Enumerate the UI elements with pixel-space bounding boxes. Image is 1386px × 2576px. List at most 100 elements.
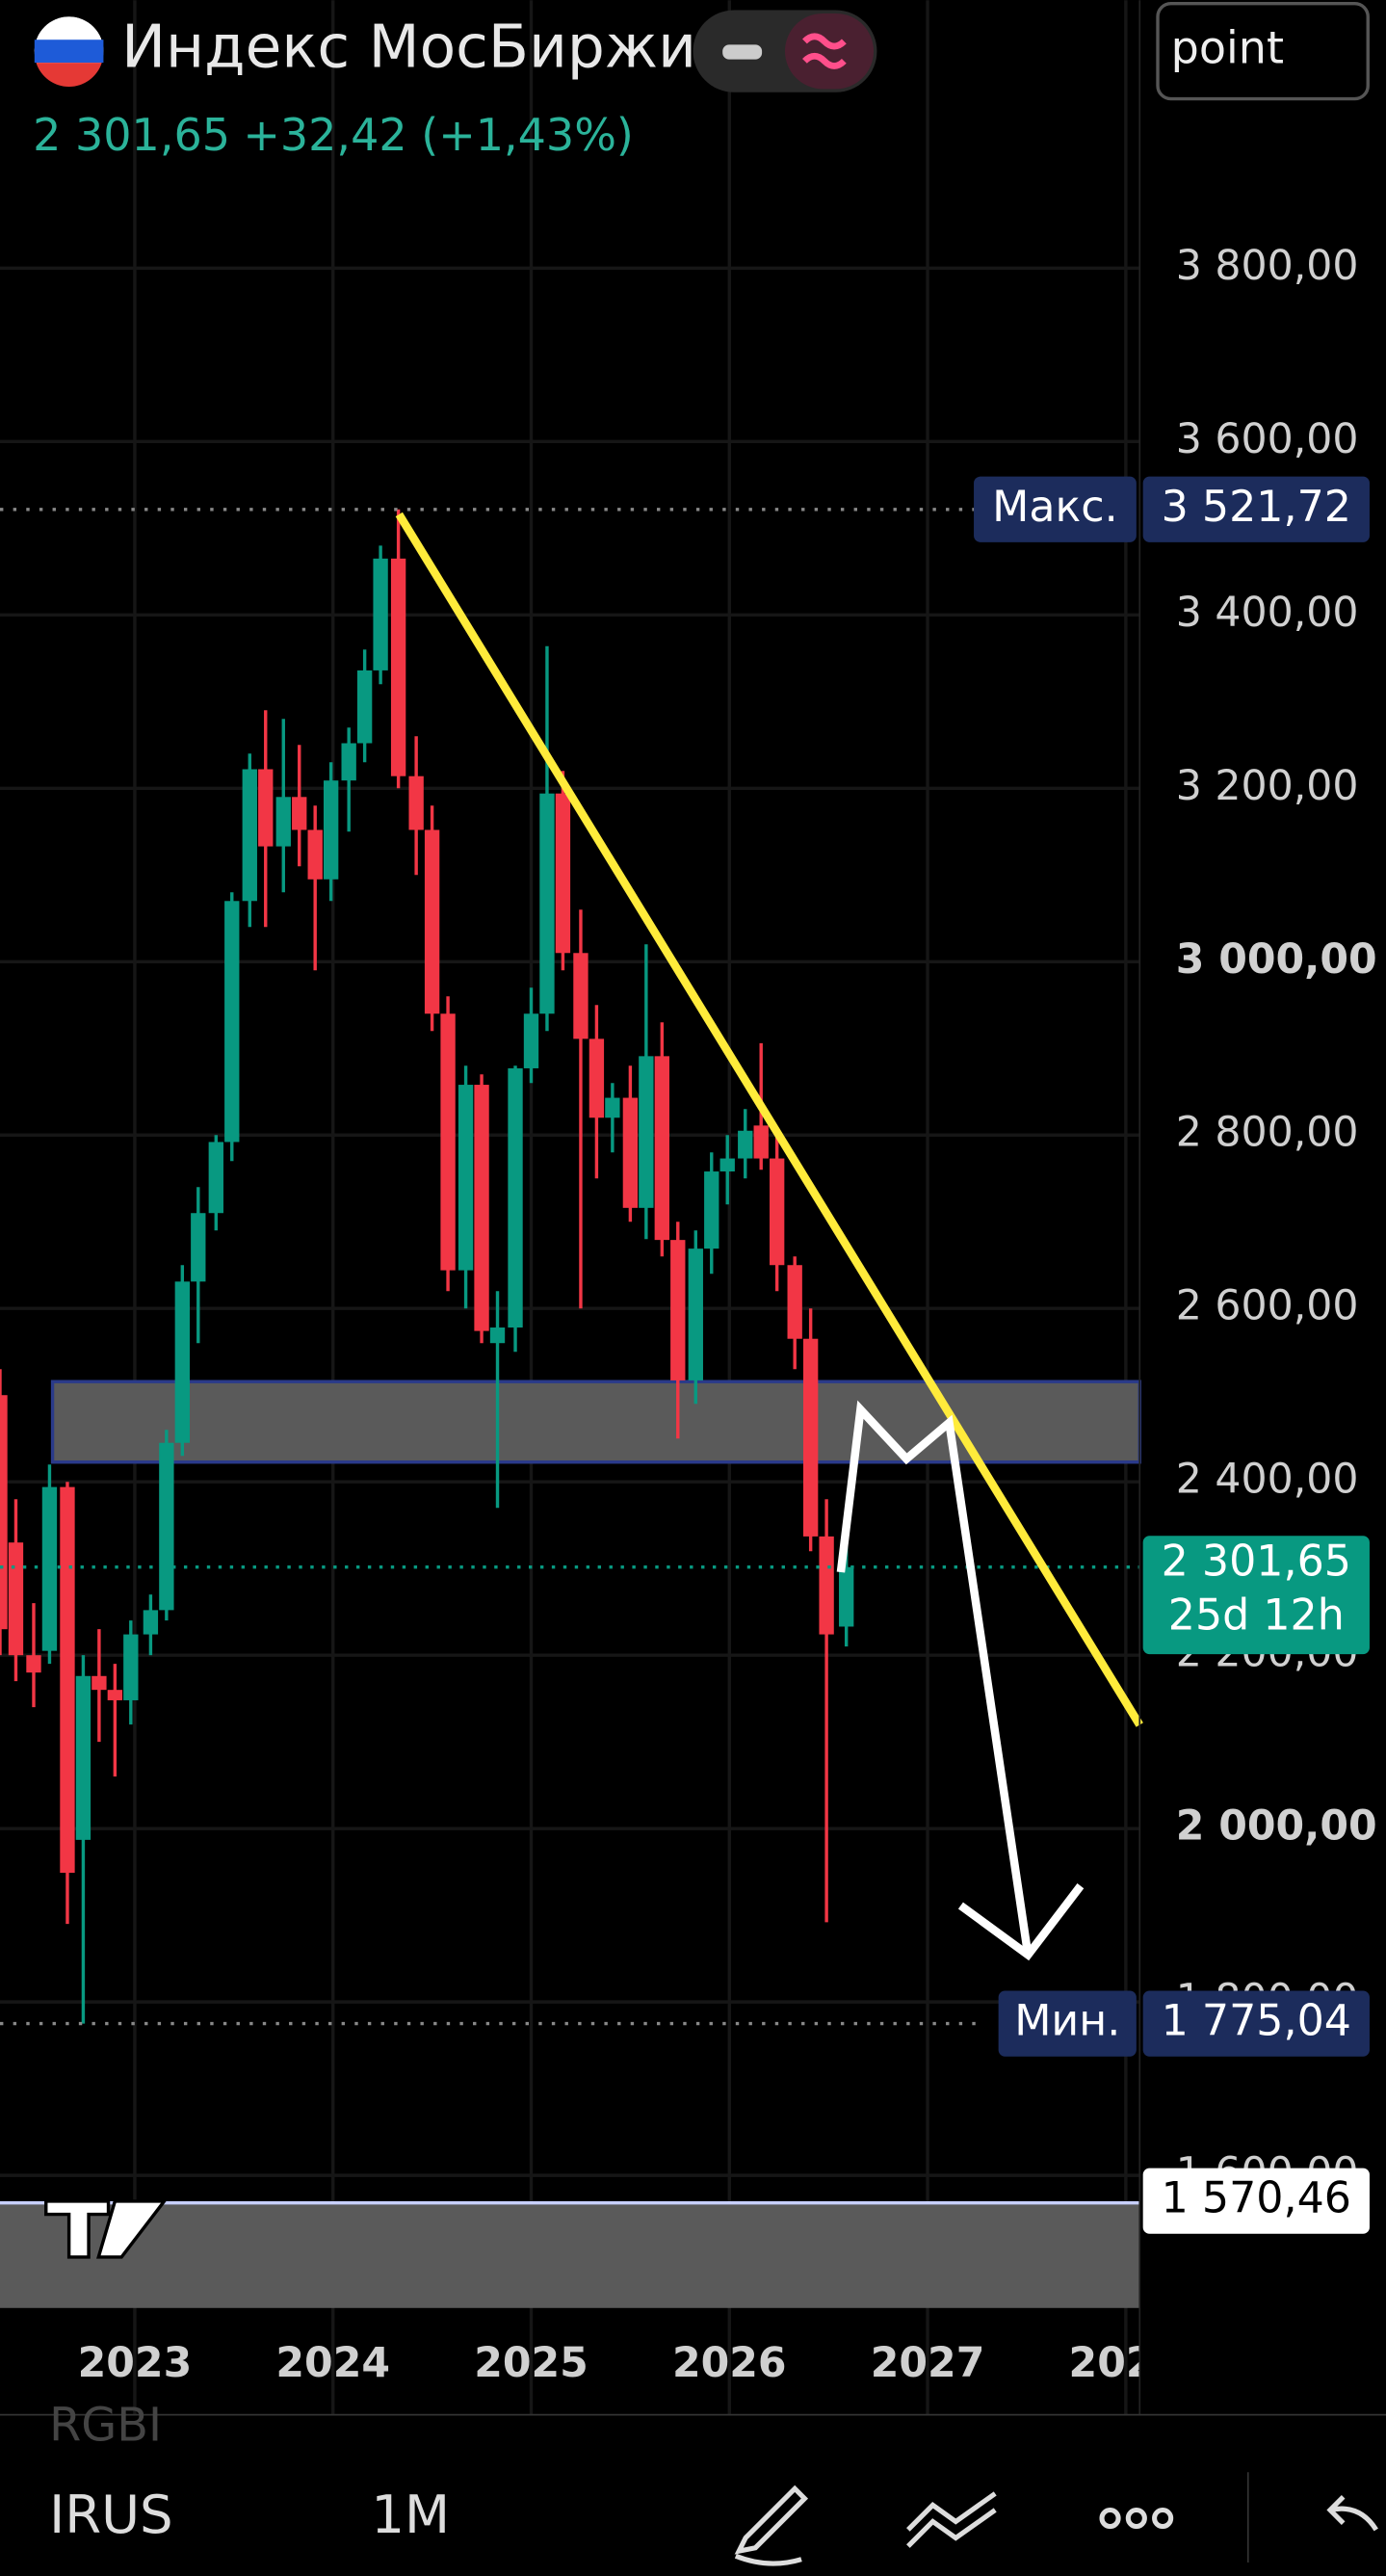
zone bbox=[50, 1380, 1141, 1464]
price: 2 301,65 bbox=[33, 109, 230, 161]
candle-body bbox=[738, 1130, 753, 1159]
candle-body bbox=[242, 769, 257, 902]
flag-stripe bbox=[36, 63, 102, 87]
toggle-icon bbox=[802, 33, 847, 69]
candle-body bbox=[323, 780, 339, 880]
candle-body bbox=[123, 1634, 139, 1700]
candle-body bbox=[704, 1171, 719, 1249]
draw-icon[interactable] bbox=[734, 2484, 809, 2566]
indicator-badge-value: 1 570,46 bbox=[1162, 2174, 1351, 2223]
candle-body bbox=[143, 1610, 159, 1635]
arrow-head bbox=[957, 1883, 1085, 1961]
more-icon[interactable] bbox=[1099, 2507, 1174, 2530]
badge-label: Мин. bbox=[1014, 1997, 1120, 2046]
badge bbox=[974, 476, 1137, 542]
candle-body bbox=[474, 1085, 489, 1331]
candle-body bbox=[292, 797, 307, 830]
candle-body bbox=[224, 901, 240, 1143]
y-tick-label: 2 400,00 bbox=[1176, 1456, 1359, 1504]
candle-body bbox=[26, 1655, 41, 1673]
candle-body bbox=[458, 1085, 474, 1271]
price-change: +32,42 (+1,43%) bbox=[243, 109, 634, 161]
candle-body bbox=[356, 670, 373, 744]
y-tick-label: 3 200,00 bbox=[1176, 762, 1359, 810]
candle-body bbox=[539, 793, 555, 1014]
tool-label: point bbox=[1171, 22, 1284, 74]
candle-body bbox=[0, 1395, 8, 1630]
badge-value: 3 521,72 bbox=[1162, 483, 1351, 532]
back-icon[interactable] bbox=[1326, 2495, 1378, 2532]
candle-body bbox=[622, 1097, 639, 1208]
indicator-name: RGBI bbox=[49, 2399, 162, 2452]
candle-body bbox=[573, 953, 588, 1039]
candle-body bbox=[440, 1013, 456, 1271]
tool-box[interactable] bbox=[1156, 2, 1370, 101]
candle-body bbox=[588, 1038, 605, 1118]
indicator-badge bbox=[1142, 2168, 1370, 2234]
candle-body bbox=[489, 1327, 506, 1344]
badges: Макс. 3 521,72 Мин. 1 775,04 2 301,65 25d 12h… bbox=[974, 476, 1370, 2234]
candle-body bbox=[307, 829, 323, 880]
candle-body bbox=[819, 1536, 834, 1635]
candle-body bbox=[753, 1125, 769, 1159]
badge bbox=[1142, 1990, 1370, 2057]
badge bbox=[1142, 476, 1370, 542]
candle-body bbox=[639, 1056, 654, 1208]
candle-body bbox=[341, 743, 356, 781]
candle-body bbox=[670, 1240, 686, 1380]
price-badge bbox=[1142, 1536, 1370, 1655]
badge bbox=[998, 1990, 1137, 2057]
x-tick-label: 2026 bbox=[672, 2339, 787, 2387]
candle-body bbox=[424, 829, 440, 1014]
toggle-active[interactable] bbox=[784, 13, 875, 90]
candle-body bbox=[408, 775, 424, 830]
price-badge-countdown: 25d 12h bbox=[1168, 1591, 1345, 1641]
y-tick-label: 3 600,00 bbox=[1176, 415, 1359, 463]
y-tick-label: 3 000,00 bbox=[1176, 935, 1377, 984]
candle-body bbox=[174, 1281, 190, 1443]
x-tick-label: 2025 bbox=[474, 2339, 588, 2387]
badge-value: 1 775,04 bbox=[1162, 1997, 1351, 2046]
candle-body bbox=[688, 1249, 703, 1380]
candle-body bbox=[107, 1690, 123, 1700]
logo bbox=[44, 2199, 168, 2259]
candle-body bbox=[258, 769, 274, 847]
candle-body bbox=[8, 1542, 24, 1656]
x-tick-label: 2024 bbox=[275, 2339, 390, 2387]
y-tick-label: 2 800,00 bbox=[1176, 1109, 1359, 1157]
candle-body bbox=[275, 797, 291, 847]
x-tick-label: 2027 bbox=[871, 2339, 985, 2387]
candle-body bbox=[191, 1213, 206, 1282]
candle-body bbox=[508, 1067, 523, 1328]
indicator-pane bbox=[0, 2202, 1140, 2308]
y-tick-label: 3 800,00 bbox=[1176, 242, 1359, 290]
candle-body bbox=[769, 1158, 785, 1266]
candle-body bbox=[787, 1265, 802, 1339]
symbol[interactable]: IRUS bbox=[49, 2484, 173, 2545]
x-tick-label: 2028 bbox=[1069, 2339, 1184, 2387]
candle-body bbox=[41, 1486, 58, 1651]
candle-body bbox=[208, 1142, 223, 1214]
candle-body bbox=[92, 1675, 107, 1691]
plot: 2023 2024 2025 2026 2027 2028 bbox=[0, 508, 1184, 2387]
candle-body bbox=[75, 1675, 92, 1840]
badge-label: Макс. bbox=[992, 483, 1118, 532]
lines-icon[interactable] bbox=[906, 2491, 997, 2548]
candle-body bbox=[390, 558, 406, 776]
title: Индекс МосБиржи bbox=[121, 13, 696, 82]
candle-body bbox=[839, 1566, 854, 1627]
candle-body bbox=[719, 1158, 735, 1172]
candle-body bbox=[523, 1013, 539, 1068]
trend-line bbox=[395, 512, 1143, 1727]
flag-stripe bbox=[34, 39, 104, 64]
toggle-icon bbox=[722, 44, 763, 60]
y-tick-label: 2 600,00 bbox=[1176, 1282, 1359, 1330]
x-tick-label: 2023 bbox=[78, 2339, 193, 2387]
interval[interactable]: 1M bbox=[371, 2484, 450, 2545]
candle-body bbox=[802, 1338, 819, 1537]
y-tick-label: 2 000,00 bbox=[1176, 1802, 1377, 1851]
candle-body bbox=[555, 793, 571, 954]
candle-body bbox=[654, 1056, 669, 1241]
